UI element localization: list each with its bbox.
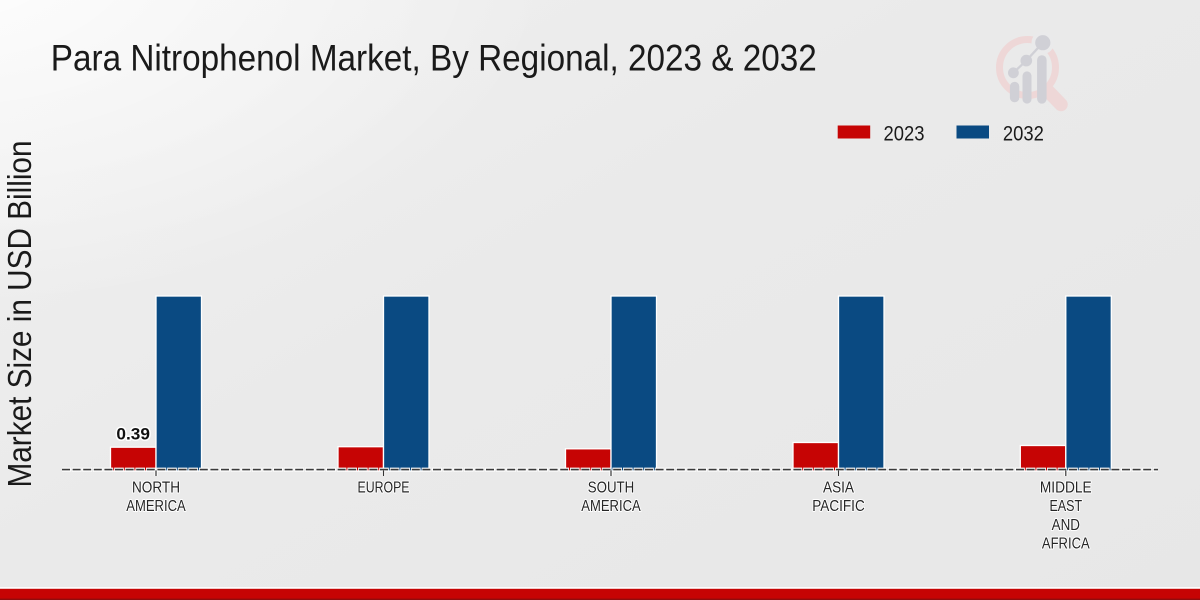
svg-text:PACIFIC: PACIFIC — [812, 498, 865, 515]
svg-text:2032: 2032 — [1003, 121, 1044, 145]
svg-text:AMERICA: AMERICA — [126, 498, 186, 515]
svg-text:Market Size in USD Billion: Market Size in USD Billion — [1, 141, 38, 488]
svg-text:AMERICA: AMERICA — [581, 498, 641, 515]
svg-text:0.39: 0.39 — [116, 424, 150, 443]
svg-text:EUROPE: EUROPE — [358, 479, 410, 496]
svg-text:AND: AND — [1052, 517, 1080, 534]
svg-text:Para Nitrophenol Market, By Re: Para Nitrophenol Market, By Regional, 20… — [51, 36, 817, 78]
svg-text:EAST: EAST — [1049, 498, 1082, 515]
svg-text:SOUTH: SOUTH — [588, 479, 635, 496]
svg-text:2023: 2023 — [884, 121, 925, 145]
svg-text:MIDDLE: MIDDLE — [1040, 479, 1092, 496]
svg-text:ASIA: ASIA — [823, 479, 854, 496]
svg-text:AFRICA: AFRICA — [1042, 536, 1090, 553]
svg-text:NORTH: NORTH — [132, 479, 180, 496]
